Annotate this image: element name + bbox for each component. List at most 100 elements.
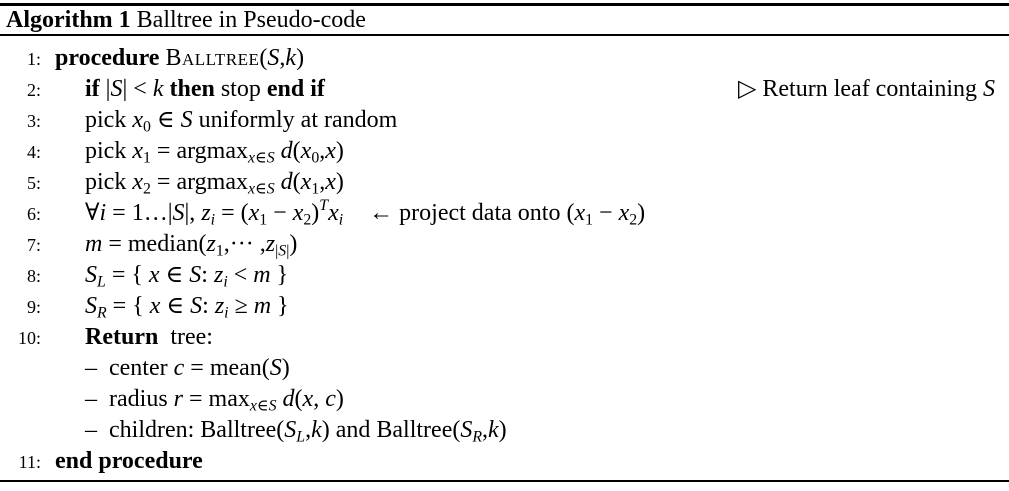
text-segment: ← project data onto ( — [369, 200, 575, 226]
code-line: 6: ∀i = 1…|S|, zi = (x1 − x2)Txi ← project… — [0, 198, 1009, 229]
code-line: 10: Return tree: — [0, 322, 1009, 353]
text-segment: Return — [85, 324, 159, 350]
line-body: if |S| < k then stop end if — [85, 74, 325, 105]
text-segment: i — [210, 211, 216, 229]
text-segment: z — [265, 231, 276, 257]
text-segment: x — [292, 200, 304, 226]
text-segment: ≥ — [228, 293, 254, 319]
text-segment: x — [328, 200, 339, 226]
text-segment: z — [201, 200, 211, 226]
text-segment: z — [214, 293, 225, 319]
line-number: 1: — [26, 49, 41, 69]
text-segment: S — [189, 262, 202, 288]
text-segment: } — [271, 293, 289, 319]
text-segment: , — [319, 169, 326, 195]
text-segment: = { — [106, 293, 150, 319]
text-segment: 1 — [259, 211, 268, 229]
line-number: 11: — [18, 452, 41, 472]
text-segment: x — [247, 180, 256, 198]
code-line: 4: pick x1 = argmaxx∈S d(x0,x) — [0, 136, 1009, 167]
text-segment: x — [149, 293, 161, 319]
text-segment: , — [319, 138, 326, 164]
text-segment: = ( — [215, 200, 249, 226]
line-body: – children: Balltree(SL,k) and Balltree(S… — [85, 415, 507, 446]
text-segment: radius — [109, 386, 174, 412]
text-segment: d — [280, 138, 293, 164]
code-line: 11: end procedure — [0, 446, 1009, 477]
text-segment: end procedure — [55, 448, 203, 474]
text-segment: |, — [184, 200, 202, 226]
bullet-line: – children: Balltree(SL,k) and Balltree(S… — [0, 415, 1009, 446]
text-segment: ∈ — [150, 107, 181, 133]
text-segment: R — [472, 428, 483, 446]
text-segment: S — [85, 262, 97, 288]
text-segment: x — [574, 200, 586, 226]
text-segment: c — [173, 355, 185, 381]
text-segment: x — [132, 169, 143, 195]
inline-comment: ← project data onto (x1 − x2) — [369, 200, 645, 229]
text-segment: T — [319, 197, 329, 215]
text-segment: = median( — [102, 231, 207, 257]
line-number: 4: — [26, 142, 41, 162]
line-number: 3: — [26, 111, 41, 131]
text-segment: S — [266, 180, 275, 198]
text-segment: , — [305, 417, 312, 443]
text-segment: ( — [294, 386, 303, 412]
text-segment: i — [223, 273, 228, 291]
text-segment: : — [202, 293, 215, 319]
text-segment: 1 — [142, 149, 151, 167]
text-segment: ) and Balltree( — [321, 417, 461, 443]
text-segment: center — [109, 355, 174, 381]
line-number: 2: — [26, 80, 41, 100]
text-segment: end if — [266, 76, 325, 102]
text-segment: x — [148, 262, 160, 288]
text-segment: , — [279, 45, 286, 71]
text-segment: m — [85, 231, 103, 257]
text-segment: = argmax — [150, 138, 248, 164]
algorithm-header: Algorithm 1 Balltree in Pseudo-code — [0, 6, 1009, 34]
text-segment: c — [325, 386, 336, 412]
text-segment: ( — [292, 138, 301, 164]
text-segment: | — [105, 76, 111, 102]
bullet-dash: – — [85, 355, 97, 381]
text-segment: ∈ — [160, 293, 191, 319]
line-body: – center c = mean(S) — [85, 353, 290, 384]
line-body: end procedure — [55, 446, 203, 477]
text-segment: ( — [292, 169, 301, 195]
text-segment: then — [163, 76, 221, 102]
text-segment: d — [282, 386, 295, 412]
text-segment: ) — [335, 386, 344, 412]
text-segment: pick — [85, 107, 133, 133]
text-segment: = max — [183, 386, 250, 412]
line-body: SR = { x ∈ S: zi ≥ m } — [85, 291, 289, 322]
text-segment: children: Balltree( — [109, 417, 285, 443]
text-segment: 1 — [585, 211, 594, 229]
text-segment: = 1…| — [106, 200, 173, 226]
text-segment: r — [173, 386, 183, 412]
line-body: ∀i = 1…|S|, zi = (x1 − x2)Txi ← project d… — [85, 198, 645, 229]
line-body: Return tree: — [85, 322, 213, 353]
text-segment: S — [85, 293, 97, 319]
text-segment: R — [97, 304, 107, 322]
top-rule — [0, 3, 1009, 6]
text-segment: 0 — [311, 149, 320, 167]
text-segment: 2 — [142, 180, 151, 198]
text-segment: ▷ Return leaf containing — [737, 76, 983, 102]
code-line: 9: SR = { x ∈ S: zi ≥ m } — [0, 291, 1009, 322]
text-segment: − — [267, 200, 293, 226]
text-segment: ) — [296, 45, 305, 71]
text-segment: ) — [498, 417, 507, 443]
text-segment: ,··· , — [223, 231, 266, 257]
text-segment: S — [460, 417, 473, 443]
bottom-rule — [0, 480, 1009, 482]
text-segment: tree: — [158, 324, 213, 350]
text-segment: , — [482, 417, 489, 443]
text-segment: S — [110, 76, 123, 102]
line-body: pick x2 = argmaxx∈S d(x1,x) — [85, 167, 344, 198]
text-segment: S — [983, 76, 995, 102]
text-segment: S — [268, 397, 277, 415]
text-segment: ∈ — [159, 262, 190, 288]
algorithm-label: Algorithm 1 — [6, 7, 131, 33]
text-segment: k — [488, 417, 499, 443]
text-segment: L — [296, 428, 306, 446]
